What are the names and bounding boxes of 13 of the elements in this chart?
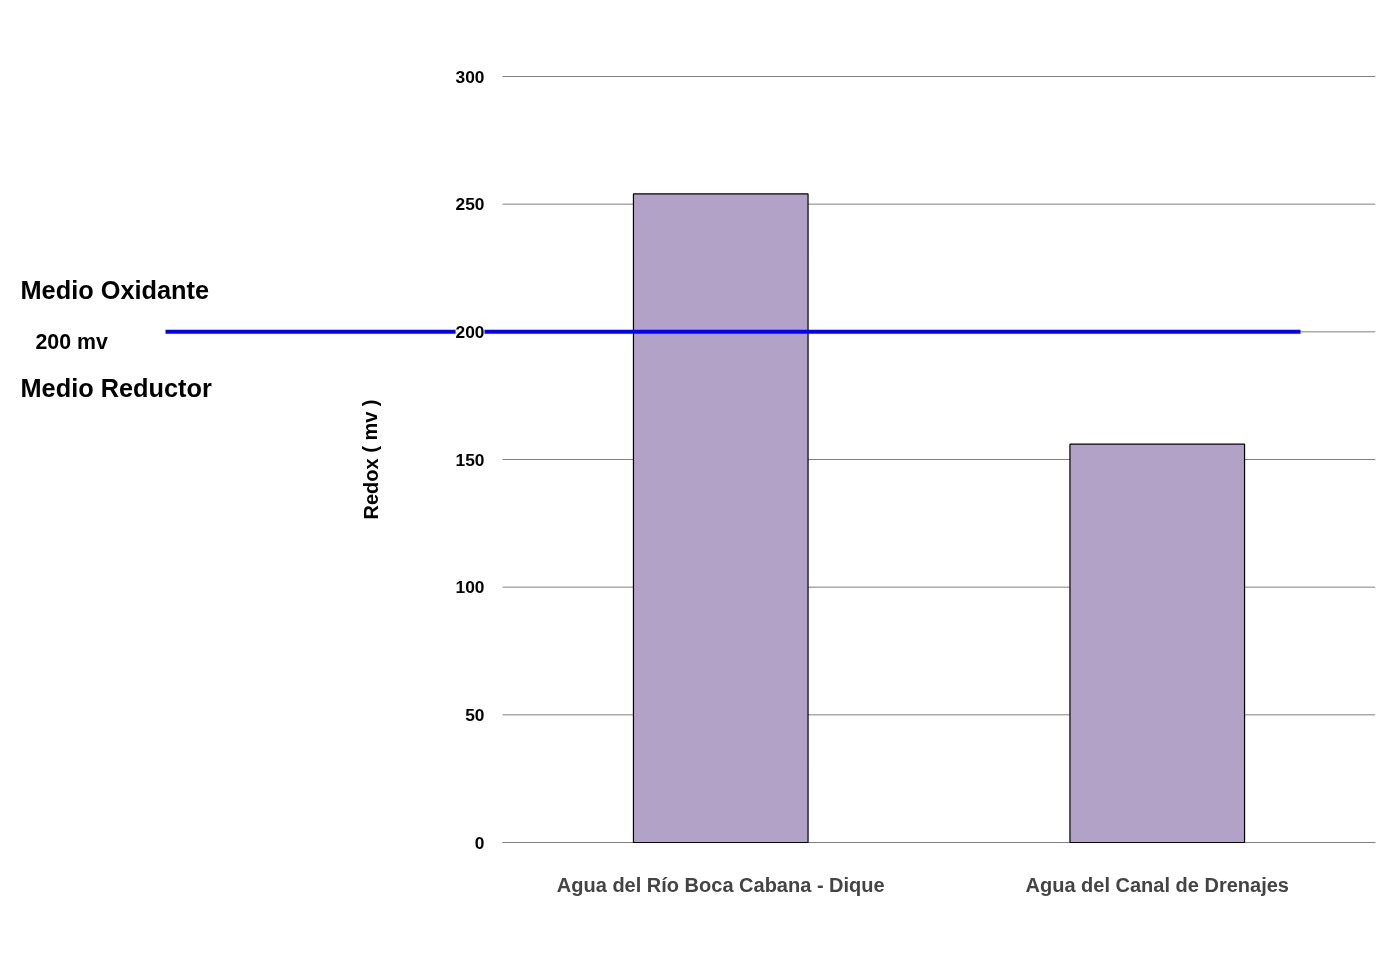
- text: Medio Oxidante: [20, 275, 210, 304]
- y-tick-label: 0: [474, 832, 485, 853]
- y-tick-label: 150: [455, 449, 485, 470]
- x-tick-label: Agua del Río Boca Cabana - Dique: [556, 873, 885, 896]
- ref-line-label: 200 mv: [35, 329, 108, 354]
- text: Medio Reductor: [20, 373, 213, 402]
- y-axis-title: Redox ( mv ): [359, 399, 382, 520]
- y-tick-label: 100: [455, 577, 485, 598]
- x-tick-label: Agua del Canal de Drenajes: [1025, 873, 1289, 896]
- y-tick-label: 300: [455, 66, 485, 87]
- y-tick-label: 200: [455, 321, 485, 342]
- y-tick-label: 50: [465, 704, 485, 725]
- y-tick-label: 250: [455, 194, 485, 215]
